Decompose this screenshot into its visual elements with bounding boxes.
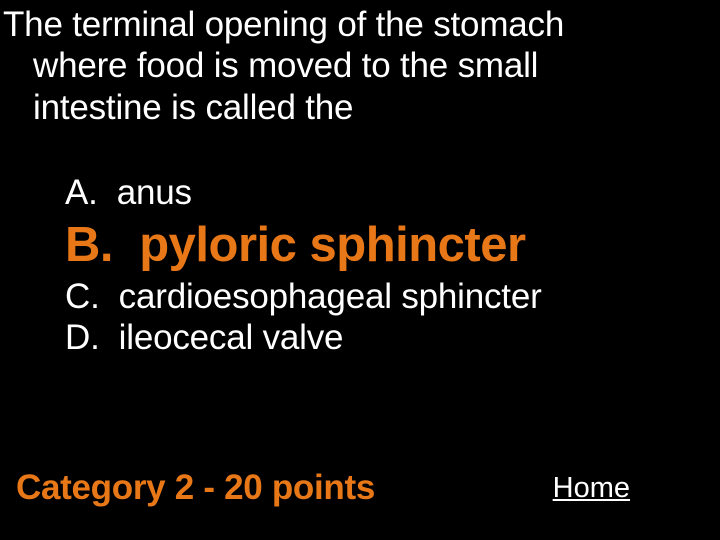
category-label: Category 2 - 20 points bbox=[16, 468, 375, 508]
option-a-letter: A. bbox=[65, 173, 98, 212]
footer-block: Category 2 - 20 points Home bbox=[0, 468, 720, 508]
option-b-text: pyloric sphincter bbox=[139, 218, 525, 272]
option-c-text: cardioesophageal sphincter bbox=[119, 277, 542, 316]
question-block: The terminal opening of the stomach wher… bbox=[0, 0, 720, 128]
options-block: A. anus B. pyloric sphincter C. cardioes… bbox=[0, 128, 720, 358]
option-d-letter: D. bbox=[65, 318, 100, 357]
home-link[interactable]: Home bbox=[553, 472, 630, 505]
question-line-2: where food is moved to the small bbox=[3, 45, 720, 86]
question-line-1: The terminal opening of the stomach bbox=[3, 5, 564, 44]
option-b-letter: B. bbox=[65, 218, 113, 272]
option-d: D. ileocecal valve bbox=[65, 317, 720, 358]
option-a-text: anus bbox=[117, 173, 192, 212]
option-c-letter: C. bbox=[65, 277, 100, 316]
option-a: A. anus bbox=[65, 172, 720, 213]
option-b-answer: B. pyloric sphincter bbox=[65, 213, 720, 275]
option-c: C. cardioesophageal sphincter bbox=[65, 276, 720, 317]
question-line-3: intestine is called the bbox=[3, 87, 720, 128]
option-d-text: ileocecal valve bbox=[119, 318, 344, 357]
